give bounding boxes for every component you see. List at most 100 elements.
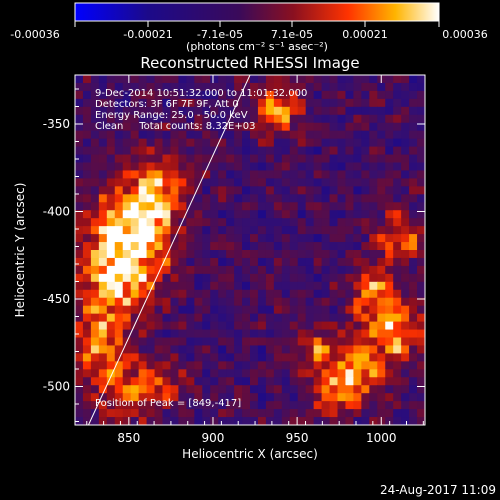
- heatmap-cell: [162, 82, 172, 92]
- heatmap-cell: [82, 154, 92, 164]
- heatmap-cell: [321, 345, 331, 354]
- heatmap-cell: [98, 361, 108, 370]
- heatmap-cell: [385, 146, 394, 156]
- heatmap-cell: [154, 194, 164, 203]
- heatmap-cell: [146, 281, 156, 291]
- heatmap-cell: [345, 194, 354, 203]
- heatmap-cell: [329, 186, 339, 195]
- heatmap-cell: [409, 393, 418, 402]
- heatmap-cell: [178, 178, 187, 187]
- heatmap-cell: [226, 218, 235, 227]
- heatmap-cell: [106, 250, 116, 259]
- heatmap-cell: [273, 218, 283, 227]
- heatmap-cell: [393, 345, 402, 354]
- heatmap-cell: [385, 385, 394, 394]
- heatmap-cell: [313, 329, 323, 339]
- heatmap-cell: [361, 82, 370, 92]
- heatmap-cell: [273, 242, 283, 251]
- heatmap-cell: [297, 393, 307, 402]
- heatmap-cell: [250, 210, 259, 219]
- heatmap-cell: [90, 146, 100, 156]
- heatmap-cell: [305, 218, 315, 227]
- heatmap-cell: [313, 106, 323, 116]
- heatmap-cell: [401, 75, 410, 84]
- heatmap-cell: [329, 114, 339, 124]
- heatmap-cell: [242, 417, 251, 425]
- heatmap-cell: [154, 146, 164, 156]
- colorbar: [74, 2, 440, 22]
- heatmap-cell: [321, 186, 331, 195]
- heatmap-cell: [345, 281, 354, 291]
- heatmap-cell: [114, 162, 124, 172]
- heatmap-cell: [409, 106, 418, 116]
- heatmap-cell: [218, 122, 227, 132]
- heatmap-cell: [409, 202, 418, 211]
- heatmap-cell: [218, 353, 227, 362]
- heatmap-cell: [305, 154, 315, 164]
- heatmap-cell: [106, 401, 116, 410]
- heatmap-cell: [138, 377, 148, 386]
- heatmap-cell: [289, 329, 299, 339]
- heatmap-cell: [257, 250, 267, 259]
- heatmap-cell: [369, 210, 378, 219]
- heatmap-cell: [345, 417, 354, 425]
- heatmap-cell: [162, 385, 172, 394]
- heatmap-cell: [122, 114, 132, 124]
- heatmap-cell: [353, 281, 362, 291]
- heatmap-cell: [289, 114, 299, 124]
- heatmap-cell: [226, 130, 235, 140]
- heatmap-cell: [226, 98, 235, 108]
- heatmap-cell: [242, 170, 251, 179]
- heatmap-cell: [218, 154, 227, 164]
- heatmap-cell: [162, 329, 172, 339]
- heatmap-cell: [122, 265, 132, 275]
- heatmap-cell: [226, 297, 235, 307]
- heatmap-cell: [250, 377, 259, 386]
- heatmap-cell: [154, 98, 164, 108]
- heatmap-cell: [226, 90, 235, 100]
- heatmap-cell: [265, 154, 275, 164]
- heatmap-cell: [273, 234, 283, 243]
- heatmap-cell: [273, 297, 283, 307]
- heatmap-cell: [242, 273, 251, 283]
- heatmap-cell: [321, 297, 331, 307]
- heatmap-cell: [321, 130, 331, 140]
- heatmap-cell: [90, 178, 100, 187]
- heatmap-cell: [234, 409, 243, 418]
- heatmap-cell: [377, 281, 386, 291]
- heatmap-cell: [178, 377, 187, 386]
- heatmap-cell: [393, 114, 402, 124]
- heatmap-cell: [154, 210, 164, 219]
- heatmap-cell: [401, 377, 410, 386]
- heatmap-cell: [218, 106, 227, 116]
- heatmap-cell: [194, 154, 203, 164]
- heatmap-cell: [178, 409, 187, 418]
- heatmap-cell: [226, 273, 235, 283]
- heatmap-cell: [250, 194, 259, 203]
- heatmap-cell: [257, 337, 267, 347]
- heatmap-cell: [90, 257, 100, 267]
- heatmap-cell: [369, 218, 378, 227]
- heatmap-cell: [234, 122, 243, 132]
- heatmap-cell: [210, 321, 219, 331]
- heatmap-cell: [82, 162, 92, 172]
- heatmap-cell: [345, 178, 354, 187]
- heatmap-cell: [98, 186, 108, 195]
- heatmap-cell: [226, 234, 235, 243]
- heatmap-cell: [265, 401, 275, 410]
- heatmap-cell: [313, 242, 323, 251]
- heatmap-cell: [353, 170, 362, 179]
- heatmap-cell: [250, 385, 259, 394]
- heatmap-cell: [305, 417, 315, 425]
- heatmap-cell: [154, 273, 164, 283]
- heatmap-cell: [297, 401, 307, 410]
- heatmap-cell: [417, 106, 425, 116]
- heatmap-cell: [417, 321, 425, 331]
- heatmap-cell: [210, 265, 219, 275]
- heatmap-cell: [242, 162, 251, 172]
- heatmap-cell: [353, 90, 362, 100]
- heatmap-cell: [321, 234, 331, 243]
- heatmap-cell: [178, 170, 187, 179]
- heatmap-cell: [289, 154, 299, 164]
- heatmap-cell: [130, 321, 140, 331]
